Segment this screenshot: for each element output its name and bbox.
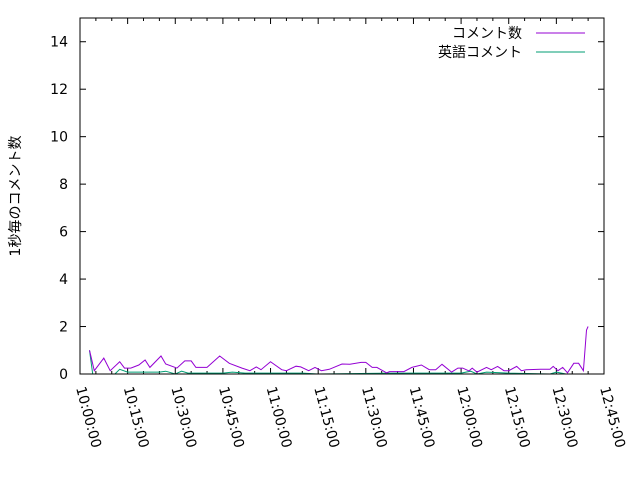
x-tick-label: 12:45:00 xyxy=(596,385,628,450)
series-line-0 xyxy=(89,326,589,374)
x-tick-label: 12:30:00 xyxy=(548,385,580,450)
x-tick-label: 12:15:00 xyxy=(501,385,533,450)
y-tick-label: 0 xyxy=(59,367,68,383)
x-tick-label: 11:15:00 xyxy=(310,385,342,450)
x-tick-label: 12:00:00 xyxy=(453,385,485,450)
y-tick-label: 2 xyxy=(59,320,68,336)
x-tick-label: 11:45:00 xyxy=(406,385,438,450)
series-line-1 xyxy=(89,350,589,375)
x-tick-label: 10:45:00 xyxy=(215,385,247,450)
y-tick-label: 4 xyxy=(59,272,68,288)
series-group xyxy=(89,326,589,375)
axes: 0 2 4 6 8 10 12 14 10:00:00 10:15:00 10:30:00 10:45… xyxy=(50,18,628,450)
y-axis-label: 1秒毎のコメント数 xyxy=(8,136,24,257)
plot-border xyxy=(79,17,605,375)
x-tick-label: 10:15:00 xyxy=(120,385,152,450)
x-tick-label: 11:30:00 xyxy=(358,385,390,450)
y-tick-label: 10 xyxy=(50,130,68,146)
legend-label: 英語コメント xyxy=(438,44,522,61)
legend-label: コメント数 xyxy=(452,26,522,42)
x-tick-label: 10:00:00 xyxy=(72,385,104,450)
y-tick-label: 14 xyxy=(50,35,68,51)
y-tick-label: 12 xyxy=(50,82,68,98)
y-tick-label: 8 xyxy=(59,177,68,193)
y-tick-label: 6 xyxy=(59,225,68,241)
x-tick-label: 10:30:00 xyxy=(167,385,199,450)
x-tick-label: 11:00:00 xyxy=(263,385,295,450)
